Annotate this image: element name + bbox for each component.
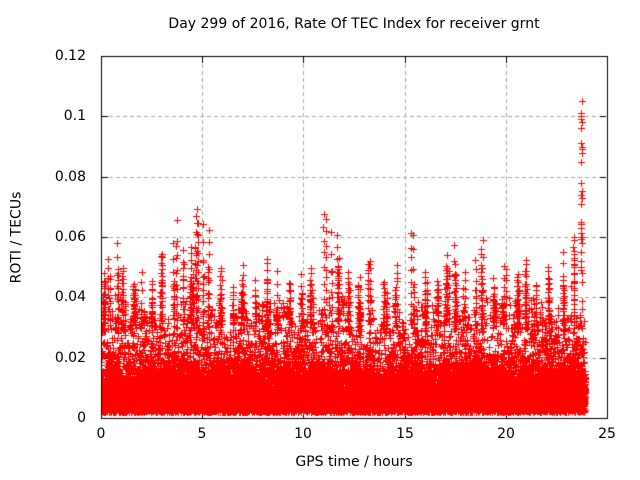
- chart-title: Day 299 of 2016, Rate Of TEC Index for r…: [168, 16, 540, 32]
- y-tick-label: 0.1: [63, 108, 86, 124]
- y-tick-label: 0.04: [54, 289, 86, 305]
- x-tick-label: 0: [96, 426, 106, 442]
- y-tick-label: 0: [77, 410, 86, 426]
- y-tick-label: 0.12: [54, 48, 86, 64]
- x-tick-label: 15: [396, 426, 414, 442]
- y-tick-label: 0.08: [54, 169, 86, 185]
- x-tick-label: 5: [197, 426, 207, 442]
- y-tick-label: 0.06: [54, 229, 86, 245]
- x-tick-label: 25: [598, 426, 616, 442]
- x-tick-label: 10: [294, 426, 312, 442]
- x-axis-title: GPS time / hours: [295, 454, 413, 470]
- y-tick-label: 0.02: [54, 350, 86, 366]
- x-tick-label: 20: [497, 426, 515, 442]
